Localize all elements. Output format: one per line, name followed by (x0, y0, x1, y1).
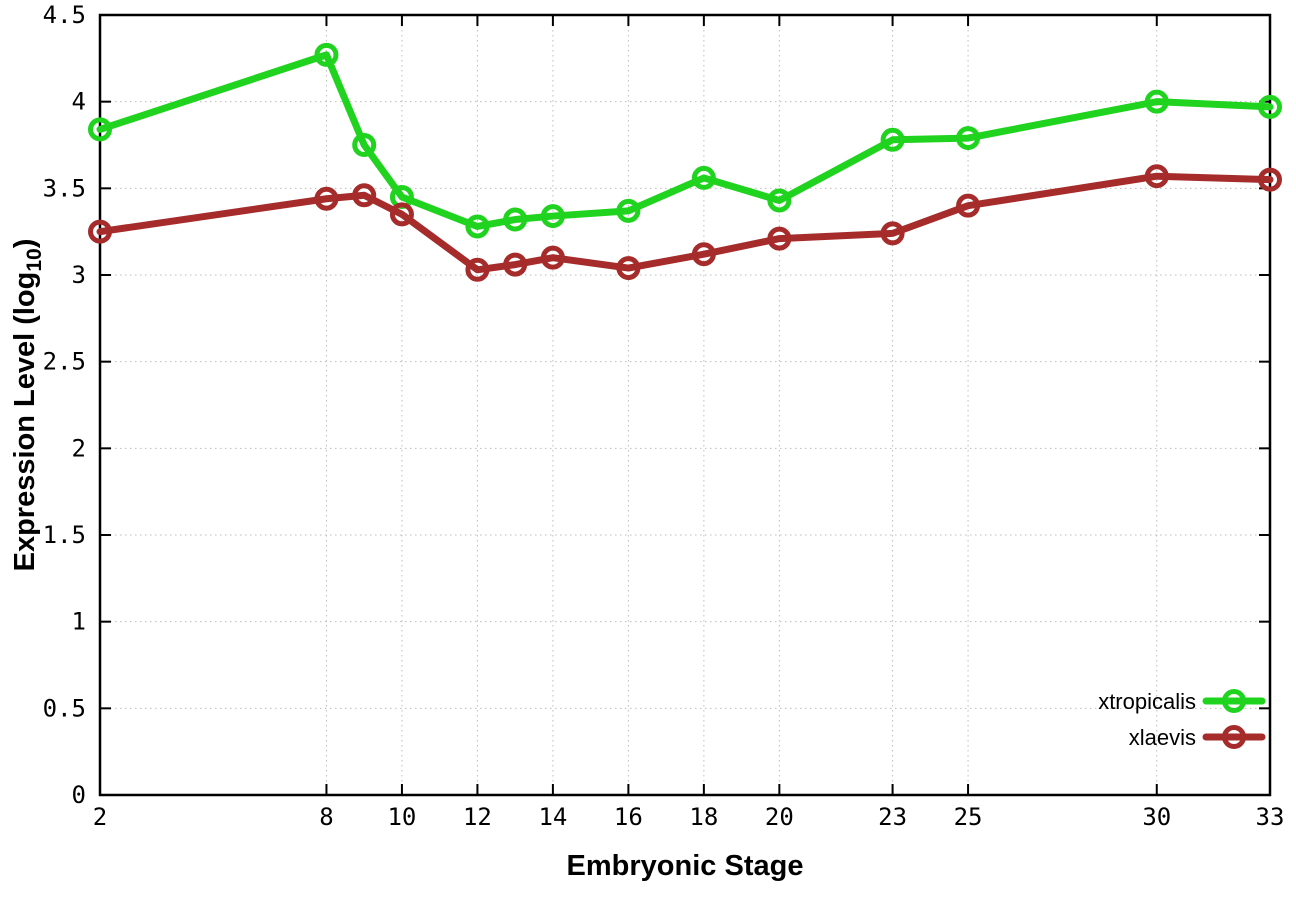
x-tick-label: 16 (614, 803, 643, 831)
x-tick-label: 2 (93, 803, 107, 831)
series-xtropicalis-marker (503, 207, 528, 232)
series-xlaevis-marker (465, 257, 490, 282)
series-xlaevis-marker (691, 242, 716, 267)
series-xlaevis-marker (880, 221, 905, 246)
y-tick-label: 2 (72, 434, 86, 462)
x-tick-label: 8 (319, 803, 333, 831)
x-tick-label: 14 (538, 803, 567, 831)
series-xtropicalis-marker (1144, 89, 1169, 114)
x-tick-label: 30 (1142, 803, 1171, 831)
series-xtropicalis-marker (956, 126, 981, 151)
series-xlaevis-marker (389, 202, 414, 227)
series-xtropicalis-marker (616, 198, 641, 223)
x-tick-label: 20 (765, 803, 794, 831)
series-xtropicalis-marker (880, 127, 905, 152)
y-tick-label: 1.5 (43, 521, 86, 549)
series-xtropicalis-marker (540, 204, 565, 229)
series-xlaevis-marker (540, 245, 565, 270)
series-xlaevis-marker (1144, 164, 1169, 189)
series-xlaevis-marker (352, 183, 377, 208)
x-axis-label: Embryonic Stage (567, 850, 804, 882)
x-tick-label: 10 (387, 803, 416, 831)
y-tick-label: 4 (72, 88, 86, 116)
x-tick-label: 33 (1256, 803, 1285, 831)
y-axis-label: Expression Level (log10) (9, 239, 46, 572)
y-tick-label: 0 (72, 781, 86, 809)
x-tick-label: 25 (954, 803, 983, 831)
series-xtropicalis-marker (352, 133, 377, 157)
series-xlaevis-marker (503, 252, 528, 277)
series-xtropicalis-marker (767, 188, 792, 213)
series-xtropicalis-marker (314, 42, 339, 67)
x-tick-label: 18 (689, 803, 718, 831)
legend-sample-marker-xtropicalis (1222, 689, 1246, 713)
y-tick-label: 3 (72, 261, 86, 289)
y-tick-label: 0.5 (43, 694, 86, 722)
series-xtropicalis-marker (88, 117, 112, 142)
series-xlaevis-marker (616, 256, 641, 281)
series-xlaevis-marker (1258, 167, 1282, 192)
y-tick-label: 2.5 (43, 348, 86, 376)
y-tick-label: 4.5 (43, 1, 86, 29)
series-xlaevis-marker (956, 193, 981, 218)
legend-label-xtropicalis: xtropicalis (1098, 689, 1196, 714)
series-xtropicalis-marker (691, 165, 716, 190)
series-xtropicalis-marker (1258, 94, 1282, 119)
legend-label-xlaevis: xlaevis (1129, 725, 1196, 750)
plot-border (98, 13, 1272, 797)
series-xtropicalis-marker (465, 214, 490, 239)
y-tick-label: 3.5 (43, 174, 86, 202)
x-tick-label: 12 (463, 803, 492, 831)
series-xlaevis-marker (88, 219, 112, 244)
legend-sample-marker-xlaevis (1222, 725, 1246, 749)
series-xlaevis-marker (767, 226, 792, 251)
x-tick-label: 23 (878, 803, 907, 831)
series-xlaevis-marker (314, 186, 339, 211)
y-tick-label: 1 (72, 608, 86, 636)
series-xlaevis-line (96, 172, 1274, 274)
series-xtropicalis-line (96, 51, 1274, 230)
